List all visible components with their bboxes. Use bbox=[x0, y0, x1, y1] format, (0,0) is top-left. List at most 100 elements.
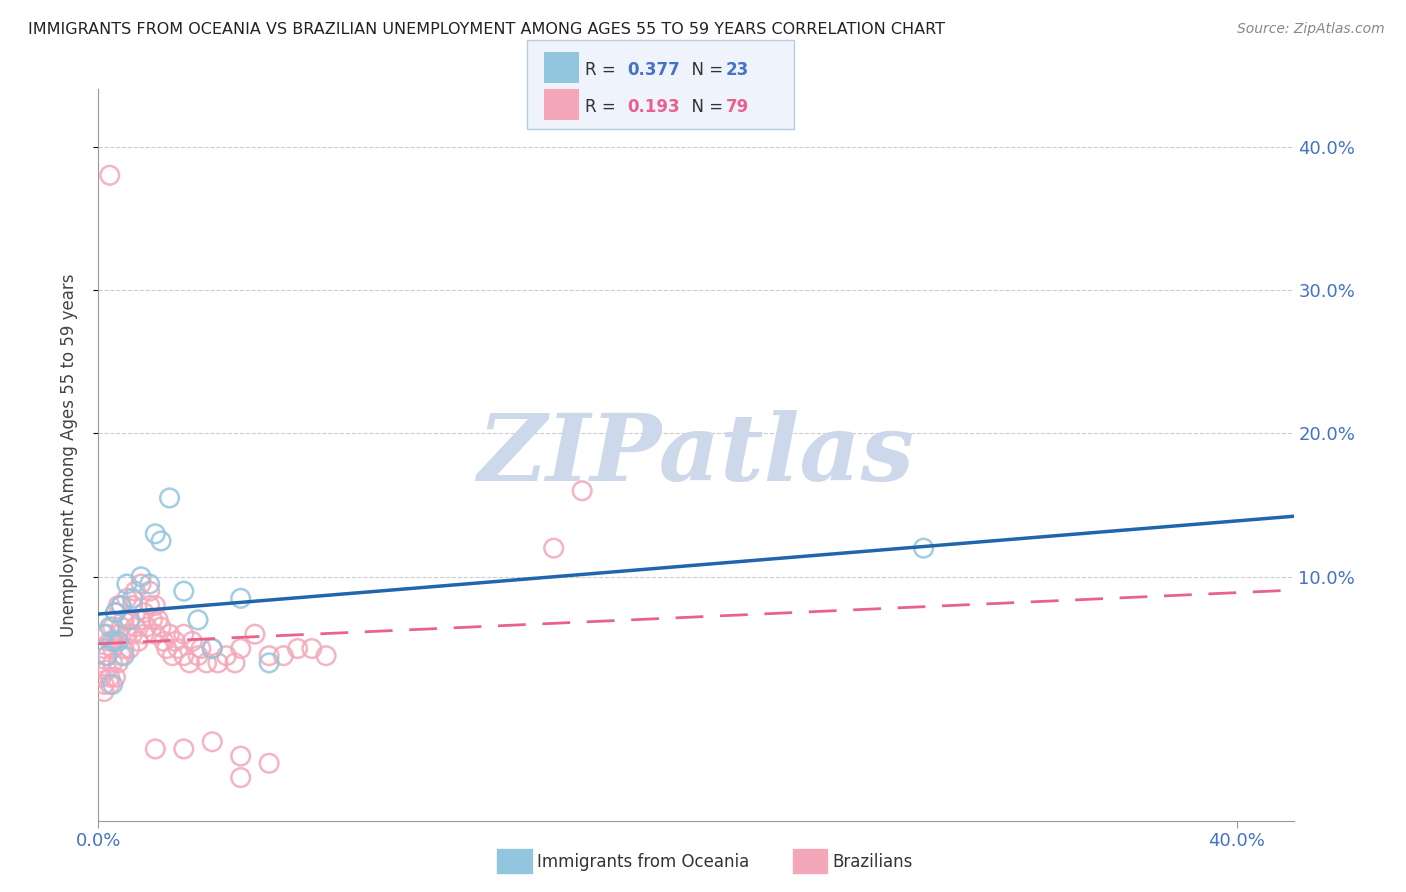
Text: ZIPatlas: ZIPatlas bbox=[478, 410, 914, 500]
Text: Immigrants from Oceania: Immigrants from Oceania bbox=[537, 853, 749, 871]
Point bbox=[143, 526, 166, 541]
Point bbox=[101, 641, 124, 656]
Point bbox=[129, 577, 152, 591]
Text: 23: 23 bbox=[725, 62, 749, 79]
Point bbox=[98, 620, 121, 634]
Point bbox=[159, 491, 181, 505]
Point bbox=[98, 670, 121, 684]
Point bbox=[143, 627, 166, 641]
Point bbox=[159, 627, 181, 641]
Point bbox=[138, 584, 160, 599]
Point bbox=[104, 670, 127, 684]
Text: 0.193: 0.193 bbox=[627, 98, 679, 116]
Point bbox=[156, 641, 179, 656]
Point bbox=[135, 620, 157, 634]
Point bbox=[181, 634, 204, 648]
Point bbox=[90, 656, 112, 670]
Point bbox=[132, 606, 155, 620]
Point bbox=[115, 577, 138, 591]
Text: R =: R = bbox=[585, 98, 621, 116]
Point bbox=[112, 613, 135, 627]
Point bbox=[90, 670, 112, 684]
Y-axis label: Unemployment Among Ages 55 to 59 years: Unemployment Among Ages 55 to 59 years bbox=[59, 273, 77, 637]
Point bbox=[118, 641, 141, 656]
Point bbox=[101, 620, 124, 634]
Point bbox=[121, 627, 143, 641]
Text: 79: 79 bbox=[725, 98, 749, 116]
Point bbox=[190, 641, 212, 656]
Point bbox=[107, 599, 129, 613]
Point bbox=[173, 648, 195, 663]
Point bbox=[124, 620, 146, 634]
Point bbox=[96, 663, 118, 677]
Point bbox=[96, 648, 118, 663]
Point bbox=[112, 641, 135, 656]
Point bbox=[107, 627, 129, 641]
Point bbox=[112, 648, 135, 663]
Point bbox=[912, 541, 935, 556]
Point bbox=[96, 648, 118, 663]
Text: IMMIGRANTS FROM OCEANIA VS BRAZILIAN UNEMPLOYMENT AMONG AGES 55 TO 59 YEARS CORR: IMMIGRANTS FROM OCEANIA VS BRAZILIAN UNE… bbox=[28, 22, 945, 37]
Point bbox=[571, 483, 593, 498]
Point bbox=[124, 584, 146, 599]
Point bbox=[162, 648, 184, 663]
Point bbox=[201, 641, 224, 656]
Point bbox=[273, 648, 295, 663]
Point bbox=[150, 620, 173, 634]
Text: Brazilians: Brazilians bbox=[832, 853, 912, 871]
Point bbox=[101, 656, 124, 670]
Point bbox=[98, 634, 121, 648]
Point bbox=[315, 648, 337, 663]
Point bbox=[195, 656, 218, 670]
Point bbox=[287, 641, 309, 656]
Point bbox=[121, 599, 143, 613]
Text: N =: N = bbox=[681, 62, 728, 79]
Point bbox=[143, 742, 166, 756]
Point bbox=[132, 627, 155, 641]
Point bbox=[107, 634, 129, 648]
Point bbox=[224, 656, 246, 670]
Point bbox=[173, 584, 195, 599]
Point bbox=[98, 677, 121, 691]
Text: R =: R = bbox=[585, 62, 621, 79]
Point bbox=[229, 749, 252, 764]
Point bbox=[110, 648, 132, 663]
Point bbox=[138, 577, 160, 591]
Point bbox=[93, 684, 115, 698]
Point bbox=[150, 533, 173, 548]
Point bbox=[165, 634, 187, 648]
Point bbox=[104, 606, 127, 620]
Point bbox=[187, 648, 209, 663]
Point bbox=[257, 648, 280, 663]
Point bbox=[129, 570, 152, 584]
Point bbox=[173, 627, 195, 641]
Text: N =: N = bbox=[681, 98, 728, 116]
Point bbox=[104, 606, 127, 620]
Point bbox=[179, 656, 201, 670]
Point bbox=[543, 541, 565, 556]
Point bbox=[153, 634, 176, 648]
Point bbox=[101, 677, 124, 691]
Point bbox=[115, 591, 138, 606]
Point bbox=[215, 648, 238, 663]
Point bbox=[107, 656, 129, 670]
Point bbox=[93, 627, 115, 641]
Point bbox=[129, 613, 152, 627]
Point bbox=[207, 656, 229, 670]
Point bbox=[104, 634, 127, 648]
Point bbox=[229, 771, 252, 785]
Point bbox=[110, 599, 132, 613]
Point bbox=[201, 735, 224, 749]
Point bbox=[229, 641, 252, 656]
Point bbox=[301, 641, 323, 656]
Point bbox=[98, 168, 121, 182]
Point bbox=[115, 627, 138, 641]
Point bbox=[229, 591, 252, 606]
Point bbox=[143, 599, 166, 613]
Text: 0.377: 0.377 bbox=[627, 62, 681, 79]
Text: Source: ZipAtlas.com: Source: ZipAtlas.com bbox=[1237, 22, 1385, 37]
Point bbox=[118, 613, 141, 627]
Point bbox=[93, 641, 115, 656]
Point bbox=[257, 756, 280, 771]
Point bbox=[257, 656, 280, 670]
